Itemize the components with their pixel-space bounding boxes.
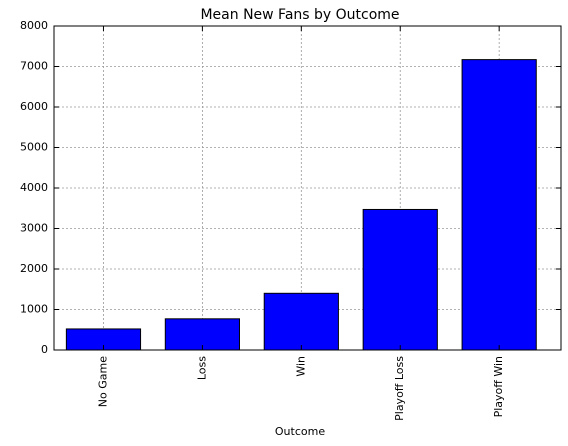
y-tick-label: 7000 (20, 60, 48, 73)
x-tick-label: Loss (195, 356, 208, 380)
x-tick-label: Win (294, 356, 307, 377)
x-axis-label: Outcome (275, 425, 325, 438)
y-tick-label: 4000 (20, 181, 48, 194)
bar (461, 59, 537, 351)
plot-frame (53, 25, 562, 351)
y-tick-label: 3000 (20, 222, 48, 235)
bar (164, 318, 240, 351)
y-tick-label: 2000 (20, 262, 48, 275)
bar (263, 292, 339, 351)
y-tick-label: 1000 (20, 303, 48, 316)
y-tick-label: 6000 (20, 100, 48, 113)
x-tick-label: Playoff Win (492, 356, 505, 417)
y-tick-label: 5000 (20, 141, 48, 154)
x-tick-label: Playoff Loss (393, 356, 406, 421)
y-tick-label: 8000 (20, 19, 48, 32)
x-tick-label: No Game (96, 356, 109, 407)
chart-title: Mean New Fans by Outcome (200, 7, 399, 23)
y-tick-label: 0 (41, 343, 48, 356)
bar (362, 208, 438, 351)
